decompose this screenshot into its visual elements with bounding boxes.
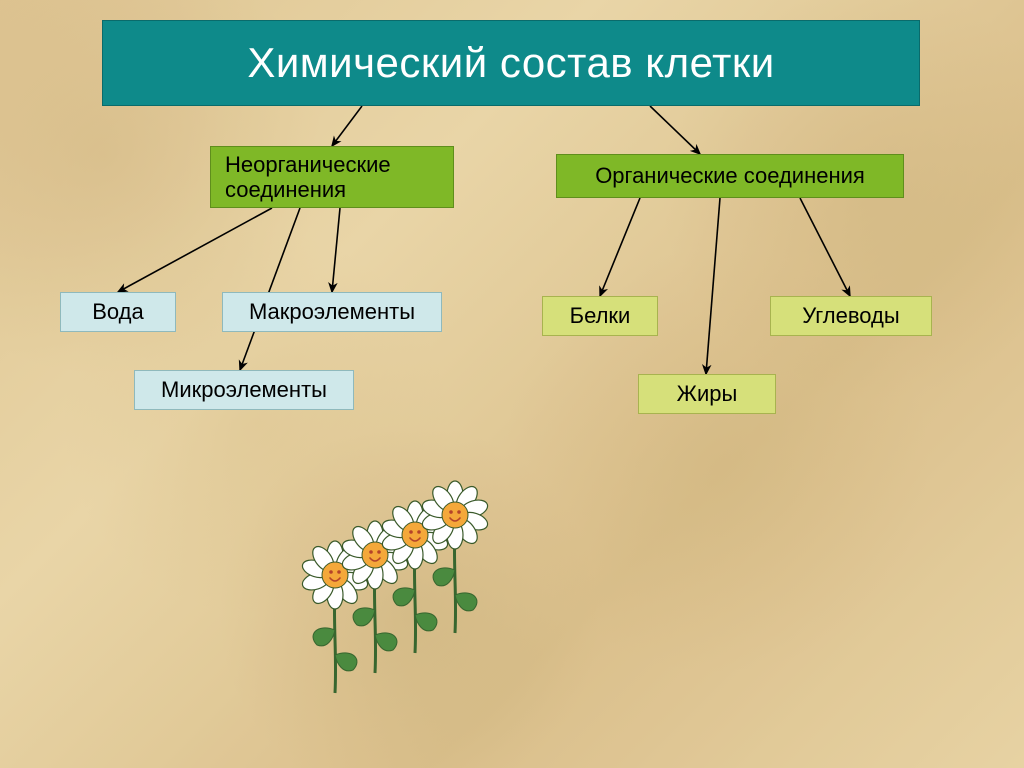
node-proteins-text: Белки (570, 303, 631, 329)
node-inorganic-compounds: Неорганические соединения (210, 146, 454, 208)
node-water-text: Вода (92, 299, 144, 325)
node-fats-text: Жиры (677, 381, 738, 407)
node-organic-text: Органические соединения (595, 163, 865, 189)
diagram-title: Химический состав клетки (102, 20, 920, 106)
node-inorganic-line2: соединения (225, 177, 346, 202)
node-carbs-text: Углеводы (802, 303, 899, 329)
node-fats: Жиры (638, 374, 776, 414)
node-macro-text: Макроэлементы (249, 299, 415, 325)
node-inorganic-line1: Неорганические (225, 152, 391, 177)
node-carbohydrates: Углеводы (770, 296, 932, 336)
node-proteins: Белки (542, 296, 658, 336)
node-organic-compounds: Органические соединения (556, 154, 904, 198)
diagram-canvas: Химический состав клетки Неорганические … (0, 0, 1024, 768)
flower-icon (410, 470, 500, 640)
title-text: Химический состав клетки (247, 39, 774, 87)
node-water: Вода (60, 292, 176, 332)
node-micro-text: Микроэлементы (161, 377, 327, 403)
node-macroelements: Макроэлементы (222, 292, 442, 332)
node-microelements: Микроэлементы (134, 370, 354, 410)
